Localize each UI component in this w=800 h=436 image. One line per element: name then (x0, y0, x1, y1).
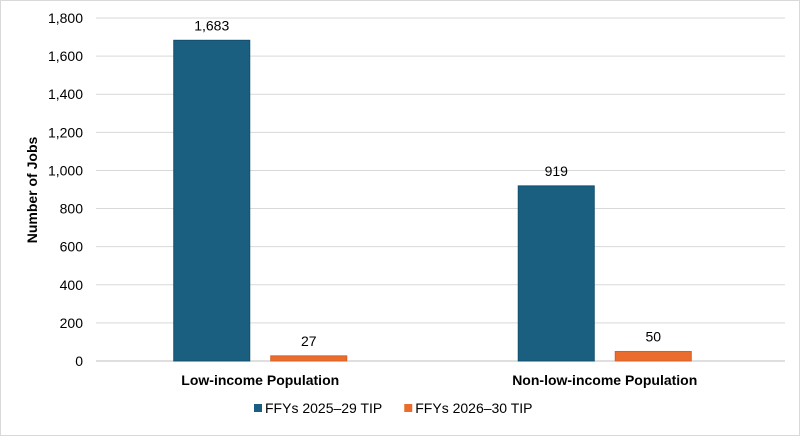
x-category-label: Low-income Population (181, 372, 339, 388)
x-category-label: Non-low-income Population (512, 372, 697, 388)
y-tick-label: 1,400 (48, 86, 83, 102)
data-label: 27 (301, 333, 317, 349)
y-tick-label: 0 (75, 353, 83, 369)
data-label: 50 (645, 328, 661, 344)
y-tick-label: 400 (60, 277, 84, 293)
legend-label: FFYs 2025–29 TIP (265, 400, 382, 416)
bar (517, 185, 595, 362)
y-tick-label: 1,200 (48, 124, 83, 140)
data-label: 1,683 (194, 17, 229, 33)
y-tick-label: 1,000 (48, 162, 83, 178)
legend-label: FFYs 2026–30 TIP (415, 400, 532, 416)
y-tick-label: 200 (60, 315, 84, 331)
y-tick-label: 800 (60, 201, 84, 217)
y-tick-label: 600 (60, 239, 84, 255)
data-label: 919 (545, 163, 569, 179)
bar (614, 350, 692, 362)
legend-swatch (404, 404, 413, 412)
y-axis-title: Number of Jobs (24, 137, 40, 244)
bar (173, 39, 251, 362)
legend-swatch (254, 404, 262, 412)
bar (270, 355, 348, 362)
y-tick-label: 1,800 (48, 10, 83, 26)
y-tick-label: 1,600 (48, 48, 83, 64)
